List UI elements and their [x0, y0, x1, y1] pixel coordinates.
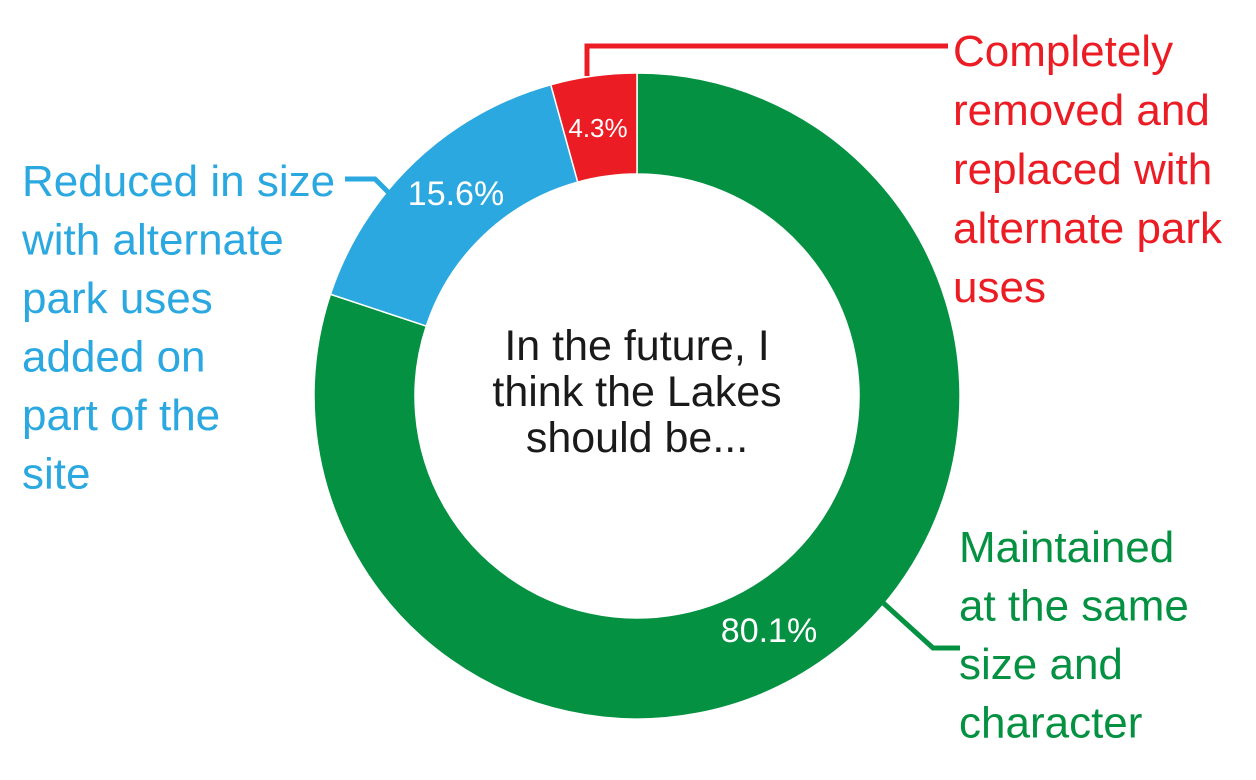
donut-slice-1: [313, 72, 961, 720]
slice-category-label-line: alternate park: [953, 204, 1223, 253]
slice-category-label-3: Completely removed and replaced with altern…: [953, 27, 1223, 312]
slice-category-label-2: Reduced in size with alternate park uses ad…: [21, 157, 335, 499]
slice-value-label-2: 15.6%: [408, 175, 504, 213]
donut-slice-3: [549, 72, 638, 183]
value-labels-layer: 80.1% 15.6% 4.3%: [408, 113, 817, 650]
category-labels-layer: Maintained at the same size and character Re…: [21, 27, 1223, 748]
slices-layer: [313, 72, 961, 720]
leader-lines-layer: [345, 43, 960, 651]
slice-category-label-line: removed and: [953, 86, 1210, 135]
slice-value-label-1: 80.1%: [721, 612, 817, 650]
center-text-line: think the Lakes: [492, 368, 781, 416]
center-text-line: should be...: [526, 414, 748, 462]
slice-category-label-line: with alternate: [21, 216, 284, 265]
slice-category-label-line: uses: [953, 263, 1046, 312]
slice-category-label-line: Completely: [953, 27, 1173, 76]
slice-category-label-line: at the same: [959, 582, 1189, 631]
slice-category-label-1: Maintained at the same size and character: [959, 523, 1189, 748]
slice-category-label-line: Maintained: [959, 523, 1174, 572]
leader-line-3: [584, 43, 948, 76]
slice-category-label-line: size and: [959, 640, 1123, 689]
slice-category-label-line: site: [22, 450, 90, 499]
slice-category-label-line: character: [959, 699, 1142, 748]
center-text-line: In the future, I: [504, 322, 769, 370]
slice-category-label-line: part of the: [22, 391, 220, 440]
leader-line-1: [878, 598, 960, 651]
slice-category-label-line: park uses: [22, 274, 213, 323]
slice-category-label-line: Reduced in size: [22, 157, 335, 206]
slice-category-label-line: replaced with: [953, 145, 1212, 194]
slice-value-label-3: 4.3%: [568, 113, 627, 143]
slice-category-label-line: added on: [22, 333, 206, 382]
leader-line-2: [345, 176, 391, 195]
